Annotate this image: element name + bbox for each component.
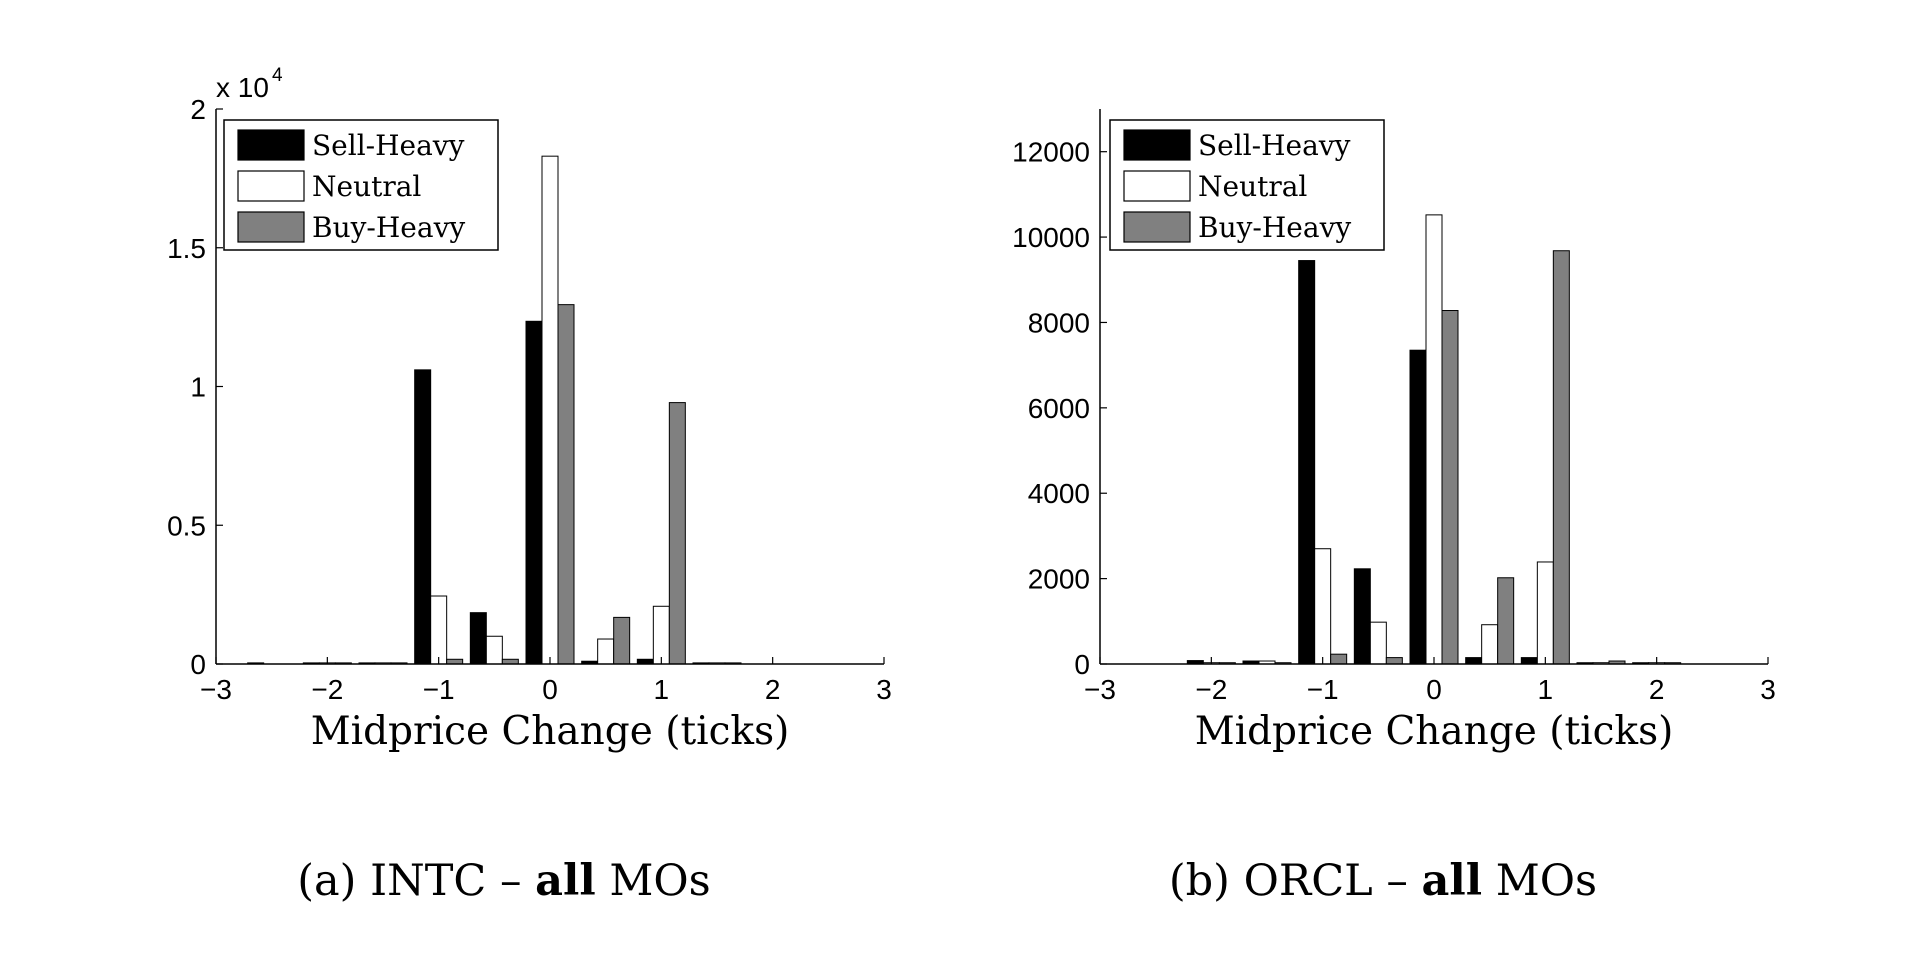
bar-buy-heavy [613, 616, 631, 665]
x-axis-label: Midprice Change (ticks) [311, 709, 790, 754]
bar-neutral [1314, 548, 1332, 665]
x-tick-label: 1 [1538, 674, 1554, 705]
bar-neutral [485, 635, 503, 665]
chart-panel-2: −3 −2 −1 0 1 2 3 0 2000 4000 6000 8000 10000 12000 Mid… [1012, 109, 1776, 906]
bar-sell-heavy [469, 612, 487, 665]
legend-label: Buy-Heavy [312, 211, 465, 244]
bar-buy-heavy [1441, 310, 1459, 665]
y-tick-label: 10000 [1012, 222, 1090, 253]
legend-swatch-sell-heavy [237, 129, 305, 161]
bar-neutral [541, 155, 559, 665]
legend-label: Buy-Heavy [1198, 211, 1351, 244]
panel-caption: (b) ORCL – all MOs [1169, 856, 1597, 906]
y-multiplier: x 10 [216, 72, 269, 103]
caption-bold: all [535, 856, 596, 906]
chart-panel-1: −3 −2 −1 0 1 2 3 0 0.5 1 1.5 2 x 10 4 Midprice Change … [167, 65, 892, 906]
bar-buy-heavy [1552, 250, 1570, 665]
y-tick-label: 1 [190, 372, 206, 403]
legend-label: Neutral [312, 170, 421, 203]
bar-buy-heavy [557, 304, 575, 665]
caption-suffix: MOs [1482, 856, 1597, 906]
y-tick-label: 0 [1074, 649, 1090, 680]
x-tick-label: 0 [1426, 674, 1442, 705]
x-tick-label: 1 [654, 674, 670, 705]
legend-swatch-buy-heavy [1123, 211, 1191, 243]
x-tick-label: −1 [1307, 674, 1339, 705]
bar-buy-heavy [668, 402, 686, 665]
bar-neutral [652, 605, 670, 665]
legend-label: Neutral [1198, 170, 1307, 203]
bar-neutral [1425, 214, 1443, 665]
panel-caption: (a) INTC – all MOs [297, 856, 710, 906]
x-tick-label: −2 [1195, 674, 1227, 705]
bar-buy-heavy [1497, 577, 1515, 665]
caption-prefix: (a) INTC – [297, 856, 535, 906]
y-tick-label: 2000 [1028, 564, 1090, 595]
legend: Sell-Heavy Neutral Buy-Heavy [223, 119, 499, 251]
legend: Sell-Heavy Neutral Buy-Heavy [1109, 119, 1385, 251]
y-tick-label: 0 [190, 649, 206, 680]
x-tick-label: −3 [200, 674, 232, 705]
bar-sell-heavy [1409, 349, 1427, 665]
x-tick-label: 0 [542, 674, 558, 705]
y-tick-label: 6000 [1028, 393, 1090, 424]
x-axis-label: Midprice Change (ticks) [1195, 709, 1674, 754]
y-tick-label: 12000 [1012, 137, 1090, 168]
bar-neutral [1369, 621, 1387, 665]
bar-neutral [1481, 624, 1499, 665]
legend-swatch-sell-heavy [1123, 129, 1191, 161]
caption-prefix: (b) ORCL – [1169, 856, 1422, 906]
legend-label: Sell-Heavy [1198, 129, 1351, 162]
bar-sell-heavy [414, 369, 432, 665]
y-tick-label: 4000 [1028, 478, 1090, 509]
bar-buy-heavy [1330, 653, 1348, 665]
bar-sell-heavy [525, 320, 543, 665]
legend-swatch-neutral [237, 170, 305, 202]
x-tick-label: 2 [1649, 674, 1665, 705]
bar-neutral [597, 638, 615, 665]
y-tick-label: 2 [190, 94, 206, 125]
x-tick-label: 2 [765, 674, 781, 705]
bar-buy-heavy [1385, 657, 1403, 665]
x-tick-label: −2 [311, 674, 343, 705]
x-tick-label: 3 [876, 674, 892, 705]
bar-sell-heavy [1520, 657, 1538, 665]
legend-swatch-buy-heavy [237, 211, 305, 243]
bar-sell-heavy [1353, 568, 1371, 665]
bar-neutral [1536, 561, 1554, 665]
legend-label: Sell-Heavy [312, 129, 465, 162]
caption-bold: all [1422, 856, 1483, 906]
bar-sell-heavy [1465, 657, 1483, 665]
bar-neutral [430, 595, 448, 665]
caption-suffix: MOs [596, 856, 711, 906]
x-tick-label: −1 [423, 674, 455, 705]
y-tick-label: 8000 [1028, 307, 1090, 338]
y-tick-label: 0.5 [167, 510, 206, 541]
bar-sell-heavy [1298, 260, 1316, 665]
legend-swatch-neutral [1123, 170, 1191, 202]
x-tick-label: −3 [1084, 674, 1116, 705]
y-multiplier-exponent: 4 [272, 65, 283, 86]
x-tick-label: 3 [1760, 674, 1776, 705]
y-tick-label: 1.5 [167, 233, 206, 264]
